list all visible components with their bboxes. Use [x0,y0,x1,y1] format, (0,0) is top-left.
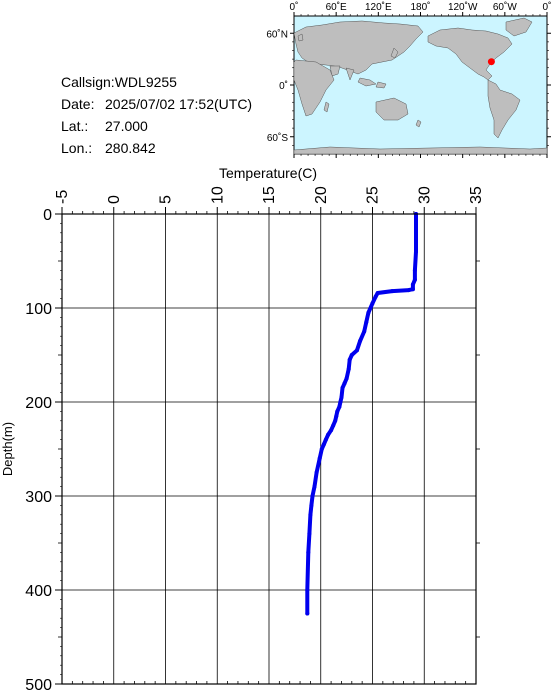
map-lon-label: 120˚W [448,1,478,13]
x-tick-label: 15 [261,186,278,204]
x-tick-label: 25 [365,186,382,204]
location-map: 0˚ 60˚E 120˚E 180˚ 120˚W 60˚W 0˚ 60˚N 0˚ 60˚S [266,1,551,158]
y-axis-title: Depth(m) [0,422,15,476]
temperature-data-point [414,230,418,235]
temperature-data-point [412,268,417,273]
map-lon-label: 60˚E [326,1,347,13]
y-tick-label: 300 [25,489,52,506]
temperature-data-point [414,249,418,254]
x-tick-label: -5 [54,190,71,204]
map-axes: 0˚ 60˚E 120˚E 180˚ 120˚W 60˚W 0˚ 60˚N 0˚ 60˚S [266,1,551,158]
station-marker [487,58,495,66]
callsign-value: WDL9255 [114,74,177,90]
temperature-data-point [314,470,319,475]
temperature-data-point [321,442,326,447]
temperature-data-point [305,588,310,592]
station-info: Callsign:WDL9255 Date: 2025/07/02 17:52(U… [61,71,252,159]
y-tick-label: 0 [43,207,52,224]
temperature-data-point [310,494,315,498]
temperature-data-point [334,414,339,419]
x-tick-label: 30 [416,186,433,204]
temperature-data-point [346,367,351,372]
map-lat-label: 0˚ [279,80,288,92]
temperature-data-point [326,432,330,437]
temperature-data-point [362,329,367,334]
temperature-data-point [308,512,313,517]
y-tick-label: 400 [25,583,52,600]
temperature-data-point [339,395,344,400]
temperature-data-point [307,531,312,536]
temperature-data-point [317,456,322,461]
temperature-data-point [335,409,340,414]
map-lon-label: 120˚E [365,1,392,13]
temperature-data-point [312,484,317,489]
temperature-data-point [309,503,314,508]
temperature-data-point [344,376,349,381]
map-lat-label: 60˚N [266,28,288,40]
lon-label: Lon.: [61,140,93,156]
chart-series [305,212,418,616]
lon-value: 280.842 [105,140,156,156]
date-row: Date: 2025/07/02 17:52(UTC) [61,93,252,115]
map-lon-label: 180˚ [410,1,430,13]
lat-label: Lat.: [61,118,89,134]
temperature-data-point [305,611,310,616]
temperature-data-point [349,353,354,357]
plot-frame [61,213,477,685]
x-tick-label: 20 [313,186,330,204]
temperature-data-point [306,550,311,555]
temperature-data-point [338,400,343,404]
temperature-series-line [305,212,418,616]
lat-value: 27.000 [105,118,148,134]
map-land [293,17,548,155]
temperature-data-point [355,348,359,353]
temperature-data-point [331,423,336,428]
chart-grid [61,213,477,685]
temperature-data-point [333,418,338,423]
temperature-data-point [319,447,324,451]
lon-row: Lon.: 280.842 [61,137,252,159]
temperature-data-point [358,338,363,343]
lat-row: Lat.: 27.000 [61,115,252,137]
date-label: Date: [61,96,95,112]
temperature-data-point [370,301,375,306]
temperature-data-point [412,277,417,282]
x-axis-title: Temperature(C) [219,165,317,181]
date-value: 2025/07/02 17:52(UTC) [105,96,253,112]
y-tick-label: 500 [25,677,52,690]
map-lat-label: 60˚S [267,132,288,144]
temperature-data-point [366,310,371,315]
temperature-data-point [364,320,369,325]
map-lon-label: 0˚ [543,1,552,13]
temperature-data-point [414,212,418,216]
temperature-data-point [342,381,347,386]
temperature-data-point [375,291,380,295]
temperature-data-point [390,289,395,294]
temperature-data-point [329,428,334,433]
callsign-row: Callsign:WDL9255 [61,71,252,93]
x-tick-label: 10 [209,186,226,204]
temperature-data-point [410,282,415,287]
x-tick-label: 5 [158,195,175,204]
y-tick-label: 100 [25,301,52,318]
x-tick-label: 35 [468,186,485,204]
temperature-data-point [406,288,411,293]
temperature-data-point [373,294,378,299]
temperature-data-point [347,357,352,362]
map-lon-label: 0˚ [290,1,299,13]
y-tick-label: 200 [25,395,52,412]
callsign-label: Callsign: [61,74,115,90]
map-lon-label: 60˚W [493,1,517,13]
x-tick-label: 0 [106,195,123,204]
temperature-data-point [337,404,342,409]
temperature-data-point [323,437,328,442]
temperature-data-point [410,287,415,292]
temperature-data-point [340,385,345,390]
